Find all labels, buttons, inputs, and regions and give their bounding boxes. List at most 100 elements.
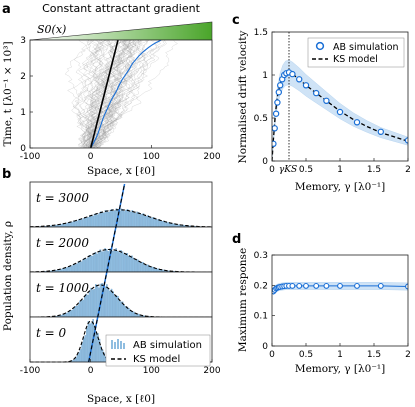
histogram-bar: [88, 215, 91, 228]
histogram-bar: [146, 264, 149, 273]
subpanel-time-label: t = 1000: [36, 281, 89, 295]
histogram-bar: [88, 291, 91, 318]
histogram-bar: [120, 301, 122, 318]
histogram-bar: [65, 313, 67, 318]
histogram-bar: [115, 295, 118, 318]
histogram-bar: [74, 220, 77, 228]
histogram-bar: [76, 305, 78, 318]
histogram-bar: [90, 287, 92, 318]
histogram-bar: [114, 210, 116, 228]
x-tick-label-a: 0: [88, 152, 94, 162]
histogram-bar: [131, 210, 134, 228]
histogram-bar: [159, 220, 162, 228]
sim-point-d: [354, 282, 360, 289]
y-tick-label-a: 1: [20, 108, 26, 118]
sim-point-d: [405, 283, 408, 290]
subpanel-b: t = 2000: [29, 226, 213, 273]
histogram-bar: [74, 264, 76, 273]
histogram-bar: [113, 250, 116, 273]
trajectory-trace: [88, 40, 166, 148]
histogram-bar: [83, 257, 86, 273]
histogram-bar: [96, 285, 99, 318]
y-tick-label-d: 0.3: [254, 251, 268, 261]
histogram-bar: [84, 295, 86, 318]
histogram-bar: [66, 267, 69, 273]
sim-point-d: [303, 282, 309, 289]
histogram-bar: [77, 219, 80, 228]
histogram-bar: [150, 217, 153, 228]
histogram-bar: [87, 294, 89, 318]
histogram-bar: [115, 248, 117, 273]
histogram-bar: [98, 213, 100, 228]
histogram-bar: [71, 265, 73, 273]
histogram-bar: [128, 308, 130, 318]
histogram-bar: [107, 211, 110, 228]
histogram-bar: [85, 217, 88, 228]
legend-c: AB simulation KS model: [307, 37, 405, 68]
legend-b: AB simulation KS model: [105, 334, 211, 367]
y-tick-label-a: 3: [20, 36, 26, 46]
histogram-bar: [139, 262, 141, 273]
histogram-bar: [82, 299, 84, 318]
histogram-bar: [140, 262, 143, 273]
histogram-bar: [71, 221, 74, 228]
subpanel-time-label: t = 0: [36, 326, 67, 340]
panel-d: 0 0.5 1 1.5 2 0 0.1 0.2 0.3 Memory, γ [λ0⁻¹] Max…: [237, 248, 411, 375]
histogram-bar: [131, 255, 133, 273]
trajectory-trace: [92, 40, 132, 148]
histogram-bar: [145, 264, 147, 273]
sim-point-c: [302, 82, 310, 89]
histogram-bar: [106, 210, 108, 228]
y-tick-label-c: 0: [262, 157, 268, 167]
histogram-bar: [100, 211, 102, 228]
legend-c-sim: AB simulation: [333, 42, 399, 53]
histogram-bar: [148, 216, 151, 228]
histogram-bar: [137, 212, 140, 228]
axis-xlabel-a: Space, x [ℓ0]: [87, 165, 155, 177]
histogram-bar: [103, 212, 105, 228]
histogram-bar: [130, 211, 132, 228]
histogram-bar: [73, 220, 75, 228]
histogram-bar: [125, 306, 127, 318]
histogram-bar: [107, 288, 110, 318]
histogram-bar: [113, 295, 116, 318]
histogram-bar: [156, 219, 159, 228]
histogram-bar: [137, 313, 140, 318]
axis-xlabel-b: Space, x [ℓ0]: [87, 393, 155, 405]
x-tick-label-d: 0.5: [299, 350, 313, 360]
histogram-bar: [124, 253, 127, 273]
legend-c-ks: KS model: [333, 54, 378, 65]
histogram-bar: [120, 250, 122, 273]
x-tick-label-d: 1: [337, 350, 343, 360]
x-tick-label-c: 0.5: [299, 165, 313, 175]
subpanel-time-label: t = 2000: [36, 236, 89, 250]
trajectory-trace: [87, 40, 149, 148]
histogram-bar: [144, 215, 146, 228]
ks-density-curve: [29, 209, 213, 228]
histogram-bar: [129, 256, 132, 273]
ks-prediction-line-a: [89, 40, 119, 148]
histogram-bar: [72, 307, 75, 318]
histogram-bar: [101, 349, 104, 363]
histogram-bar: [65, 223, 67, 228]
trajectory-trace: [96, 40, 140, 148]
trajectory-trace: [86, 40, 106, 148]
histogram-bar: [136, 211, 138, 228]
x-tick-label-b: 0: [88, 366, 94, 376]
histogram-bar: [126, 253, 129, 273]
histogram-bar: [128, 211, 130, 228]
histogram-bar: [109, 290, 111, 318]
sim-point-d: [296, 282, 303, 289]
histogram-bar: [129, 310, 132, 318]
histogram-bar: [104, 248, 106, 273]
trajectory-trace: [67, 40, 106, 148]
trajectory-trace: [93, 40, 118, 148]
histogram-bar: [64, 268, 67, 273]
histogram-bar: [81, 219, 83, 228]
histogram-bar: [172, 223, 175, 228]
histogram-bar: [96, 253, 99, 273]
sim-point-c: [336, 108, 344, 116]
panel-c: 0 0.5 1 1.5 2 γKS 0 0.5 1 1.5 AB simulation KS mo…: [237, 28, 411, 193]
histogram-bar: [151, 266, 154, 273]
